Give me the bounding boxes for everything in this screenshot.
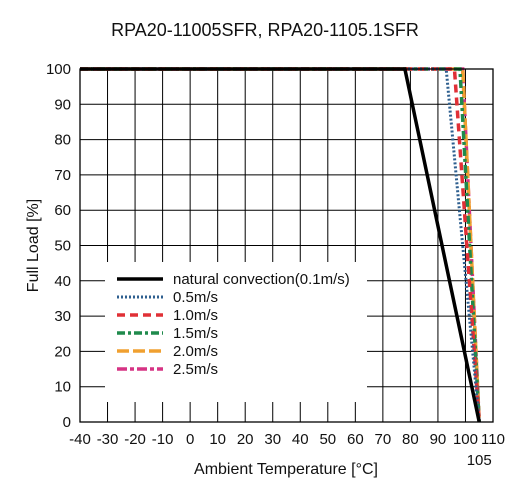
y-tick-label: 0 [63,414,71,431]
x-tick-labels: -40 -30 -20 -10 0 10 20 30 40 50 60 70 80 90 100 110 105 [69,431,505,469]
legend-label-3: 1.5m/s [173,325,218,342]
x-tick-label: -10 [152,431,174,448]
y-tick-label: 90 [54,96,71,113]
y-tick-labels: 0 10 20 30 40 50 60 70 80 90 100 [46,61,71,431]
legend-label-1: 0.5m/s [173,289,218,306]
legend-label-2: 1.0m/s [173,307,218,324]
x-tick-label: 60 [347,431,364,448]
y-tick-label: 70 [54,167,71,184]
x-tick-label: 20 [237,431,254,448]
y-tick-label: 100 [46,61,71,78]
y-tick-label: 80 [54,132,71,149]
x-tick-label: -40 [69,431,91,448]
legend-box [105,262,367,402]
x-tick-label-extra: 105 [467,452,492,469]
x-tick-label: 80 [402,431,419,448]
x-tick-label: 70 [375,431,392,448]
y-tick-label: 40 [54,273,71,290]
chart-title: RPA20-11005SFR, RPA20-1105.1SFR [111,20,419,40]
x-tick-label: -20 [124,431,146,448]
x-tick-label: 50 [319,431,336,448]
plot-frame [79,68,494,423]
y-tick-label: 20 [54,343,71,360]
x-tick-label: 100 [453,431,478,448]
legend-label-4: 2.0m/s [173,343,218,360]
x-tick-label: 40 [292,431,309,448]
y-tick-label: 60 [54,202,71,219]
x-tick-label: 110 [481,431,505,448]
x-tick-label: 10 [209,431,226,448]
x-tick-label: 0 [186,431,194,448]
x-tick-label: 90 [430,431,447,448]
y-tick-label: 50 [54,238,71,255]
x-tick-label: -30 [97,431,119,448]
x-axis-title: Ambient Temperature [°C] [194,461,378,478]
y-tick-label: 10 [54,379,71,396]
x-tick-label: 30 [264,431,281,448]
legend-label-5: 2.5m/s [173,361,218,378]
y-tick-label: 30 [54,308,71,325]
y-axis-title: Full Load [%] [25,199,42,292]
legend-label-0: natural convection(0.1m/s) [173,271,350,288]
legend: natural convection(0.1m/s)0.5m/s1.0m/s1.… [105,262,367,402]
